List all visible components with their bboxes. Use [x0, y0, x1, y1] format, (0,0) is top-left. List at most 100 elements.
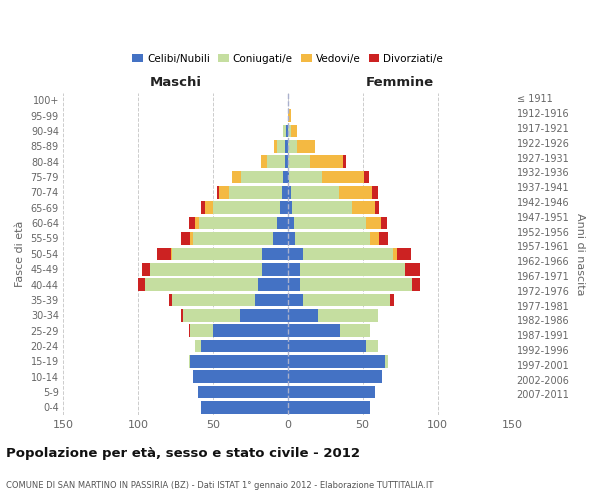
Bar [288, 140, 297, 152]
Bar [288, 186, 377, 198]
Bar [261, 156, 288, 168]
Bar [282, 186, 288, 198]
Bar [255, 294, 288, 306]
Text: COMUNE DI SAN MARTINO IN PASSIRIA (BZ) - Dati ISTAT 1° gennaio 2012 - Elaborazio: COMUNE DI SAN MARTINO IN PASSIRIA (BZ) -… [6, 480, 433, 490]
Bar [262, 248, 288, 260]
Bar [288, 248, 410, 260]
Bar [190, 324, 288, 337]
Bar [288, 355, 388, 368]
Bar [273, 232, 288, 245]
Bar [288, 170, 322, 183]
Bar [217, 186, 288, 198]
Bar [288, 309, 318, 322]
Bar [201, 202, 288, 214]
Bar [229, 186, 288, 198]
Bar [150, 263, 288, 276]
Bar [283, 124, 288, 137]
Bar [288, 263, 404, 276]
Bar [195, 340, 288, 352]
Bar [288, 217, 386, 230]
Bar [288, 156, 310, 168]
Bar [288, 202, 379, 214]
Bar [190, 232, 288, 245]
Bar [288, 263, 300, 276]
Y-axis label: Anni di nascita: Anni di nascita [575, 212, 585, 295]
Bar [288, 294, 389, 306]
Bar [288, 186, 338, 198]
Bar [288, 124, 297, 137]
Bar [288, 386, 374, 398]
Bar [201, 401, 288, 414]
Bar [171, 248, 288, 260]
Bar [288, 355, 385, 368]
Text: Popolazione per età, sesso e stato civile - 2012: Popolazione per età, sesso e stato civil… [6, 448, 360, 460]
Y-axis label: Fasce di età: Fasce di età [15, 220, 25, 287]
Bar [201, 340, 288, 352]
Bar [213, 324, 288, 337]
Bar [172, 294, 288, 306]
Bar [288, 110, 291, 122]
Bar [283, 124, 288, 137]
Bar [283, 170, 288, 183]
Bar [283, 124, 288, 137]
Bar [288, 401, 370, 414]
Bar [193, 370, 288, 383]
Bar [288, 202, 292, 214]
Bar [288, 278, 419, 291]
Bar [288, 386, 374, 398]
Bar [288, 186, 291, 198]
Bar [274, 140, 288, 152]
Bar [193, 370, 288, 383]
Bar [195, 217, 288, 230]
Text: Femmine: Femmine [366, 76, 434, 88]
Bar [288, 156, 343, 168]
Bar [241, 170, 288, 183]
Bar [288, 309, 377, 322]
Bar [195, 340, 288, 352]
Bar [198, 386, 288, 398]
Bar [288, 324, 370, 337]
Bar [288, 217, 365, 230]
Bar [288, 294, 303, 306]
Bar [189, 217, 288, 230]
Bar [181, 309, 288, 322]
Bar [288, 202, 374, 214]
Bar [183, 309, 288, 322]
Bar [172, 248, 288, 260]
Bar [286, 124, 288, 137]
Bar [288, 370, 382, 383]
Bar [232, 170, 288, 183]
Bar [288, 110, 291, 122]
Bar [138, 278, 288, 291]
Bar [288, 202, 352, 214]
Bar [288, 156, 346, 168]
Bar [288, 186, 371, 198]
Bar [193, 232, 288, 245]
Bar [198, 386, 288, 398]
Bar [288, 294, 394, 306]
Bar [288, 248, 303, 260]
Bar [201, 401, 288, 414]
Bar [285, 156, 288, 168]
Bar [190, 355, 288, 368]
Bar [183, 309, 288, 322]
Bar [288, 232, 295, 245]
Bar [262, 263, 288, 276]
Bar [288, 401, 370, 414]
Bar [169, 294, 288, 306]
Bar [205, 202, 288, 214]
Bar [189, 355, 288, 368]
Bar [288, 309, 377, 322]
Bar [261, 156, 288, 168]
Bar [288, 170, 368, 183]
Legend: Celibi/Nubili, Coniugati/e, Vedovi/e, Divorziati/e: Celibi/Nubili, Coniugati/e, Vedovi/e, Di… [128, 50, 447, 68]
Bar [288, 140, 315, 152]
Bar [157, 248, 288, 260]
Bar [288, 401, 370, 414]
Bar [288, 370, 382, 383]
Bar [288, 401, 370, 414]
Bar [198, 386, 288, 398]
Bar [189, 324, 288, 337]
Bar [190, 324, 288, 337]
Bar [288, 232, 370, 245]
